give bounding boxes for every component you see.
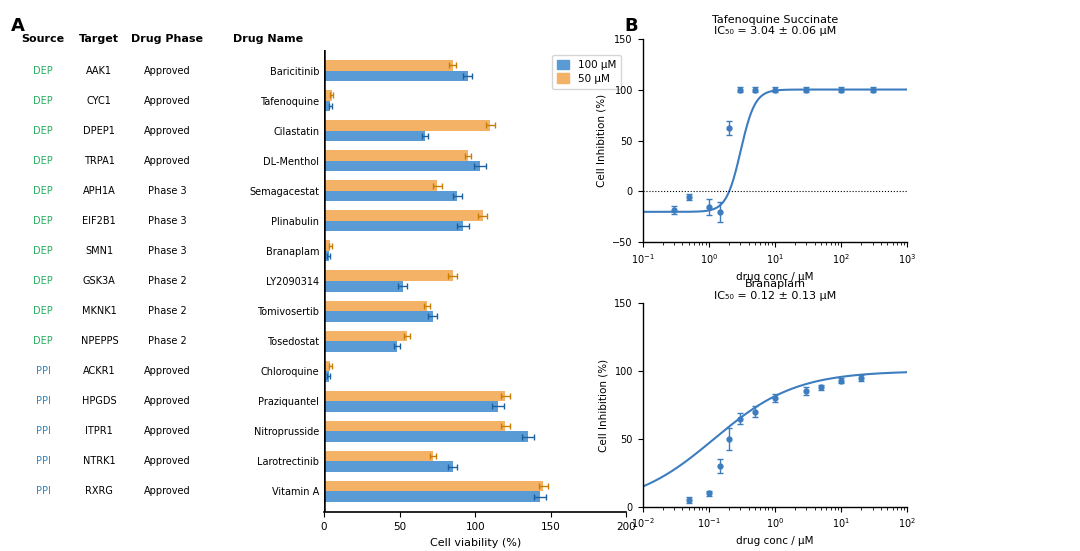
Bar	[324, 221, 463, 231]
Text: APH1A: APH1A	[83, 186, 116, 196]
Bar	[324, 361, 330, 371]
Text: Approved: Approved	[144, 487, 191, 496]
Title: Branaplam
IC₅₀ = 0.12 ± 0.13 μM: Branaplam IC₅₀ = 0.12 ± 0.13 μM	[714, 279, 836, 301]
Bar	[324, 240, 330, 251]
Bar	[324, 451, 433, 461]
X-axis label: Cell viability (%): Cell viability (%)	[430, 538, 521, 548]
Y-axis label: Cell Inhibition (%): Cell Inhibition (%)	[597, 94, 607, 187]
Text: NTRK1: NTRK1	[83, 456, 116, 466]
Text: Approved: Approved	[144, 126, 191, 136]
Bar	[324, 180, 437, 191]
Text: Approved: Approved	[144, 396, 191, 406]
Bar	[324, 431, 528, 442]
Text: AAK1: AAK1	[86, 66, 112, 75]
Text: ACKR1: ACKR1	[83, 366, 116, 376]
Bar	[324, 281, 403, 291]
Bar	[324, 161, 480, 171]
Text: DEP: DEP	[33, 276, 53, 286]
Text: DEP: DEP	[33, 66, 53, 75]
Bar	[324, 391, 505, 401]
Text: DPEP1: DPEP1	[83, 126, 116, 136]
Text: DEP: DEP	[33, 96, 53, 106]
Text: CYC1: CYC1	[86, 96, 112, 106]
X-axis label: drug conc / μM: drug conc / μM	[737, 536, 813, 546]
Text: Approved: Approved	[144, 366, 191, 376]
Text: ITPR1: ITPR1	[85, 426, 113, 436]
Text: NPEPPS: NPEPPS	[81, 336, 118, 346]
Text: Approved: Approved	[144, 156, 191, 166]
Text: RXRG: RXRG	[85, 487, 113, 496]
Legend: 100 μM, 50 μM: 100 μM, 50 μM	[552, 55, 621, 89]
Text: Phase 3: Phase 3	[148, 186, 187, 196]
Text: Phase 2: Phase 2	[148, 276, 187, 286]
Text: Approved: Approved	[144, 426, 191, 436]
Text: Phase 3: Phase 3	[148, 246, 187, 256]
Bar	[324, 90, 332, 101]
Text: Target: Target	[79, 34, 120, 44]
Text: Phase 3: Phase 3	[148, 216, 187, 226]
Bar	[324, 371, 328, 382]
Text: GSK3A: GSK3A	[83, 276, 116, 286]
Bar	[324, 331, 407, 341]
Bar	[324, 300, 427, 311]
Y-axis label: Cell Inhibition (%): Cell Inhibition (%)	[598, 358, 609, 452]
Bar	[324, 60, 453, 71]
X-axis label: drug conc / μM: drug conc / μM	[737, 272, 813, 282]
Text: Phase 2: Phase 2	[148, 336, 187, 346]
Text: Phase 2: Phase 2	[148, 306, 187, 316]
Bar	[324, 120, 490, 131]
Text: B: B	[624, 17, 638, 35]
Text: Approved: Approved	[144, 96, 191, 106]
Bar	[324, 191, 457, 201]
Text: EIF2B1: EIF2B1	[82, 216, 117, 226]
Title: Tafenoquine Succinate
IC₅₀ = 3.04 ± 0.06 μM: Tafenoquine Succinate IC₅₀ = 3.04 ± 0.06…	[712, 15, 838, 36]
Text: DEP: DEP	[33, 216, 53, 226]
Text: PPI: PPI	[36, 366, 51, 376]
Text: DEP: DEP	[33, 186, 53, 196]
Bar	[324, 491, 540, 502]
Text: PPI: PPI	[36, 487, 51, 496]
Text: DEP: DEP	[33, 126, 53, 136]
Bar	[324, 421, 505, 431]
Text: DEP: DEP	[33, 156, 53, 166]
Bar	[324, 101, 330, 111]
Bar	[324, 481, 543, 491]
Text: HPGDS: HPGDS	[82, 396, 117, 406]
Bar	[324, 131, 426, 141]
Bar	[324, 401, 498, 412]
Bar	[324, 341, 396, 352]
Text: PPI: PPI	[36, 456, 51, 466]
Text: DEP: DEP	[33, 336, 53, 346]
Bar	[324, 461, 453, 472]
Text: A: A	[11, 17, 25, 35]
Bar	[324, 210, 483, 221]
Text: Source: Source	[22, 34, 65, 44]
Text: DEP: DEP	[33, 246, 53, 256]
Bar	[324, 71, 468, 81]
Text: Approved: Approved	[144, 66, 191, 75]
Text: Drug Name: Drug Name	[233, 34, 302, 44]
Text: SMN1: SMN1	[85, 246, 113, 256]
Text: Approved: Approved	[144, 456, 191, 466]
Text: MKNK1: MKNK1	[82, 306, 117, 316]
Text: TRPA1: TRPA1	[84, 156, 114, 166]
Text: Drug Phase: Drug Phase	[132, 34, 203, 44]
Bar	[324, 271, 453, 281]
Bar	[324, 311, 433, 322]
Text: PPI: PPI	[36, 396, 51, 406]
Text: DEP: DEP	[33, 306, 53, 316]
Bar	[324, 150, 468, 161]
Bar	[324, 251, 328, 262]
Text: PPI: PPI	[36, 426, 51, 436]
